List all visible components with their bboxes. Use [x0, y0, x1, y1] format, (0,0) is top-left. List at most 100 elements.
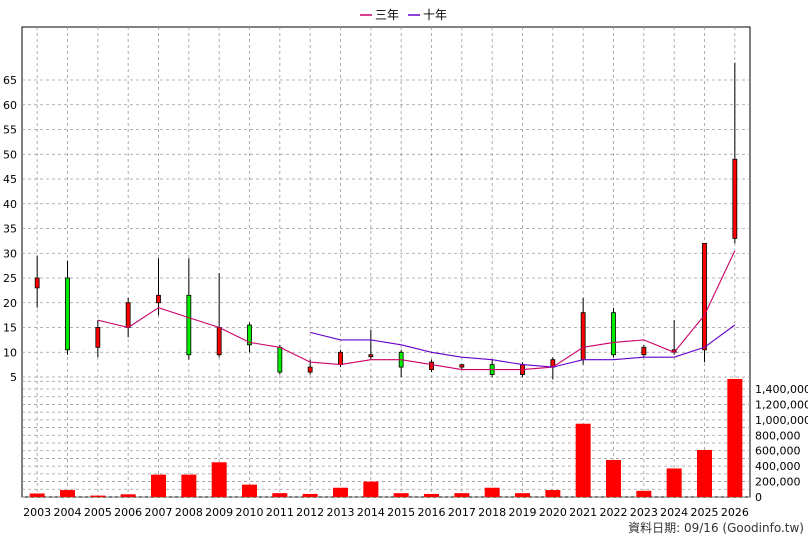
volume-bar [363, 481, 379, 497]
x-tick-label: 2006 [114, 506, 142, 519]
candle-body [702, 242, 707, 351]
volume-tick-label: 1,200,000 [755, 398, 808, 411]
candle-body [307, 366, 313, 373]
price-tick-label: 65 [3, 74, 17, 87]
price-tick-label: 10 [3, 346, 17, 359]
candle-body [247, 324, 252, 346]
x-tick-label: 2025 [691, 506, 719, 519]
x-tick-label: 2020 [539, 506, 567, 519]
gridlines [21, 26, 751, 498]
candle-body [186, 294, 192, 356]
x-tick-label: 2003 [23, 506, 51, 519]
volume-tick-label: 0 [755, 491, 762, 504]
volume-bar [120, 494, 136, 497]
x-tick-label: 2014 [357, 506, 385, 519]
data-date-credit: 資料日期: 09/16 (Goodinfo.tw) [628, 521, 804, 535]
x-tick-label: 2019 [509, 506, 537, 519]
price-tick-label: 20 [3, 297, 17, 310]
x-tick-label: 2024 [660, 506, 688, 519]
x-tick-label: 2017 [448, 506, 476, 519]
candle-body [732, 158, 738, 239]
price-tick-label: 60 [3, 99, 17, 112]
price-tick-label: 50 [3, 148, 17, 161]
volume-bars [29, 378, 743, 497]
volume-bar [302, 493, 318, 497]
volume-tick-label: 1,000,000 [755, 414, 808, 427]
ma-line-10y [310, 324, 736, 368]
volume-bar [333, 487, 348, 497]
candle-body [338, 351, 343, 366]
candle-body [580, 312, 586, 361]
volume-bar [606, 459, 621, 497]
moving-average-lines [97, 250, 736, 371]
price-tick-label: 25 [3, 272, 17, 285]
x-tick-label: 2026 [721, 506, 749, 519]
volume-bar [515, 493, 530, 497]
volume-bar [272, 493, 288, 497]
x-tick-label: 2023 [630, 506, 658, 519]
candle-body [277, 346, 283, 373]
volume-bar [60, 490, 75, 497]
x-tick-label: 2022 [600, 506, 628, 519]
candle-body [156, 294, 161, 304]
volume-tick-label: 200,000 [755, 476, 801, 489]
candle-body [34, 277, 40, 289]
legend-label: 十年 [423, 8, 447, 22]
candles [34, 62, 738, 380]
candle-body [611, 312, 616, 356]
volume-bar [211, 462, 227, 497]
x-tick-label: 2004 [54, 506, 82, 519]
x-tick-label: 2021 [569, 506, 597, 519]
x-tick-label: 2013 [327, 506, 355, 519]
volume-tick-label: 600,000 [755, 445, 801, 458]
x-tick-label: 2008 [175, 506, 203, 519]
price-tick-label: 40 [3, 198, 17, 211]
volume-bar [697, 449, 712, 497]
x-tick-label: 2005 [84, 506, 112, 519]
price-tick-label: 30 [3, 247, 17, 260]
price-tick-label: 45 [3, 173, 17, 186]
volume-bar [90, 495, 106, 497]
volume-bar [545, 490, 561, 497]
volume-bar [454, 493, 470, 497]
candle-body [216, 327, 222, 356]
x-tick-label: 2011 [266, 506, 294, 519]
volume-bar [575, 423, 591, 497]
candle-body [368, 354, 374, 358]
volume-bar [151, 474, 166, 497]
candle-body [95, 327, 101, 348]
x-tick-label: 2018 [478, 506, 506, 519]
volume-tick-label: 800,000 [755, 429, 801, 442]
legend: 三年 十年 [360, 8, 447, 22]
volume-bar [242, 484, 257, 497]
volume-tick-label: 400,000 [755, 460, 801, 473]
price-tick-label: 15 [3, 322, 17, 335]
volume-bar [29, 493, 45, 497]
price-tick-label: 55 [3, 124, 17, 137]
price-tick-label: 35 [3, 223, 17, 236]
volume-bar [393, 493, 409, 497]
volume-tick-label: 1,400,000 [755, 383, 808, 396]
x-tick-label: 2012 [296, 506, 324, 519]
ma-line-3y [97, 250, 736, 371]
volume-bar [424, 493, 439, 497]
axes: 51015202530354045505560650200,000400,000… [3, 74, 808, 519]
volume-bar [727, 378, 743, 497]
volume-bar [484, 487, 500, 497]
x-tick-label: 2010 [236, 506, 264, 519]
volume-bar [636, 490, 652, 497]
volume-bar [181, 474, 197, 497]
legend-label: 三年 [375, 8, 399, 22]
plot-frame [21, 26, 751, 498]
volume-bar [666, 468, 682, 497]
x-tick-label: 2015 [387, 506, 415, 519]
candle-body [641, 346, 647, 356]
x-tick-label: 2009 [205, 506, 233, 519]
x-tick-label: 2016 [418, 506, 446, 519]
candle-body [125, 302, 131, 328]
candle-body [459, 364, 465, 368]
candle-body [429, 361, 434, 370]
candle-body [65, 277, 70, 351]
